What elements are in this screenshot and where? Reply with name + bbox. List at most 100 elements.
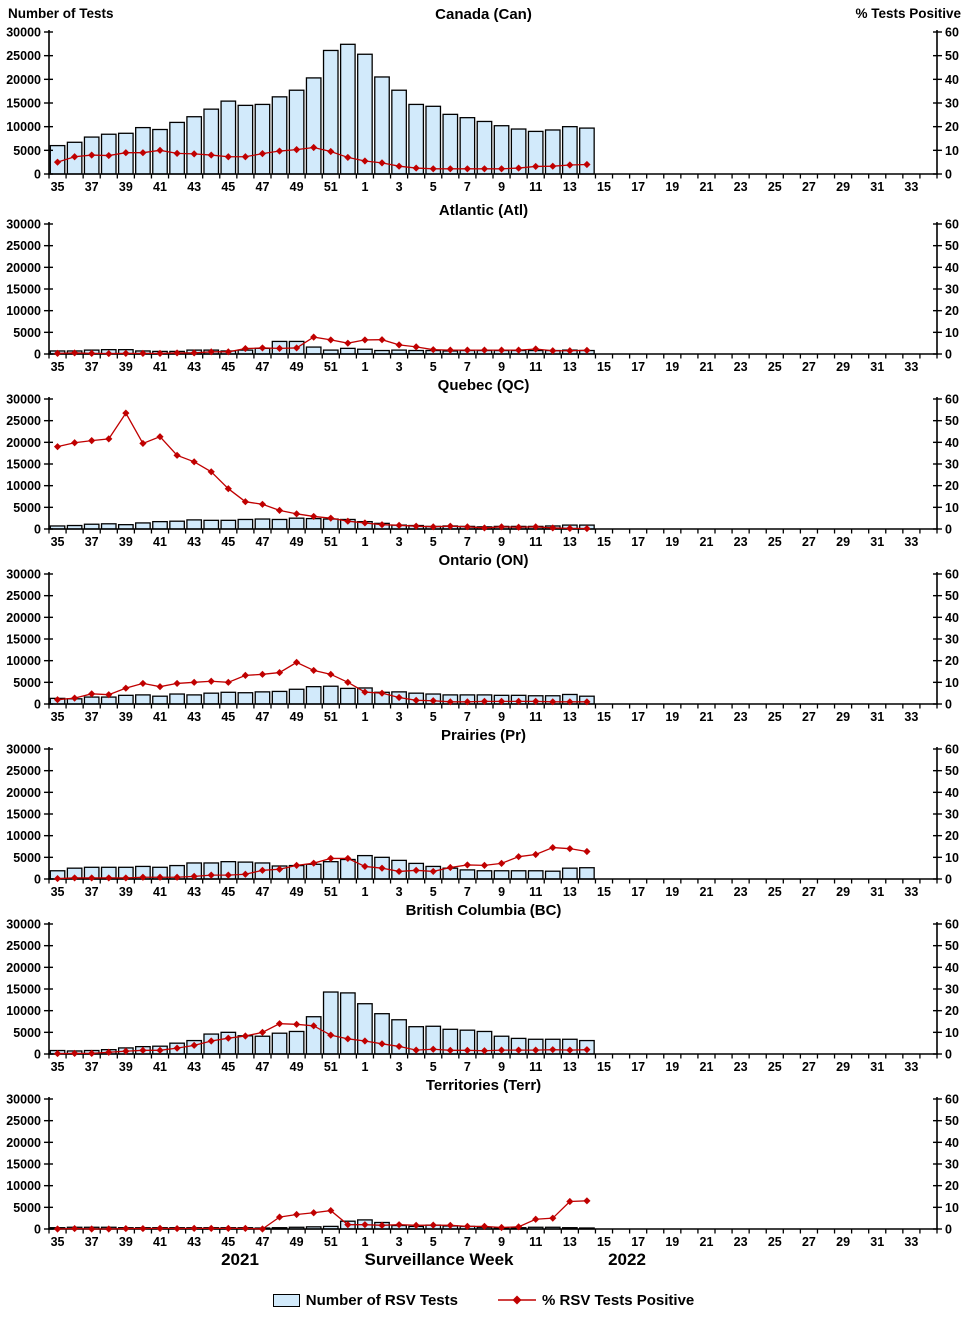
pct-positive-marker-week-46 <box>241 498 249 506</box>
pct-positive-marker-week-9 <box>497 1046 506 1054</box>
left-tick-label: 15000 <box>6 983 41 997</box>
week-label: 3 <box>396 535 403 546</box>
bar-week-43 <box>186 694 203 705</box>
x-axis-title: Surveillance Week <box>364 1250 514 1269</box>
week-label: 25 <box>768 180 782 194</box>
week-label: 49 <box>290 360 304 371</box>
pct-positive-marker-week-47 <box>258 670 267 678</box>
week-label: 47 <box>256 180 270 194</box>
pct-positive-marker-week-10 <box>515 523 523 531</box>
pct-positive-marker-week-40 <box>139 1224 147 1233</box>
pct-positive-marker-week-10 <box>515 1223 523 1231</box>
left-tick-label: 25000 <box>6 764 41 778</box>
right-tick-label: 0 <box>945 523 952 537</box>
week-label: 7 <box>464 535 471 546</box>
left-tick-label: 15000 <box>6 458 41 472</box>
pct-positive-marker-week-40 <box>139 149 147 157</box>
left-tick-label: 0 <box>34 523 41 537</box>
pct-positive-marker-week-6 <box>446 165 454 173</box>
week-label: 11 <box>529 710 542 721</box>
right-tick-label: 30 <box>945 97 959 111</box>
bar-week-42 <box>169 121 185 175</box>
week-label: 49 <box>290 1060 304 1071</box>
pct-positive-marker-week-11 <box>532 1046 540 1054</box>
bar-week-49 <box>288 89 305 175</box>
bar-week-44 <box>203 519 220 530</box>
week-label: 23 <box>734 1060 748 1071</box>
week-label: 37 <box>85 360 99 371</box>
pct-positive-marker-week-41 <box>156 873 164 881</box>
week-label: 9 <box>498 710 505 721</box>
pct-positive-marker-week-13 <box>566 845 574 853</box>
week-label: 33 <box>904 710 918 721</box>
chart-canvas-territories: 0 5000 10000 15000 20000 25000 30000 0 10 20 30 40 5… <box>6 1093 959 1247</box>
week-label: 37 <box>85 710 99 721</box>
right-tick-label: 20 <box>945 1179 959 1193</box>
week-label: 1 <box>361 180 368 194</box>
week-label: 3 <box>396 180 403 194</box>
left-tick-label: 25000 <box>6 1114 41 1128</box>
week-label: 33 <box>904 535 918 546</box>
pct-positive-marker-week-37 <box>88 349 96 357</box>
pct-positive-marker-week-14 <box>583 1046 591 1054</box>
week-label: 37 <box>85 885 99 896</box>
bar-week-50 <box>305 77 322 175</box>
bar-week-51 <box>322 49 339 175</box>
week-label: 47 <box>256 360 270 371</box>
pct-positive-marker-week-7 <box>463 165 471 173</box>
pct-positive-marker-week-52 <box>344 854 352 863</box>
bar-week-13 <box>561 867 578 880</box>
left-tick-label: 10000 <box>6 1004 41 1018</box>
pct-positive-marker-week-42 <box>173 1224 181 1233</box>
week-label: 35 <box>51 360 65 371</box>
week-label: 45 <box>221 360 235 371</box>
week-label: 43 <box>187 710 201 721</box>
week-label: 15 <box>597 710 611 721</box>
week-label: 7 <box>464 360 471 371</box>
bar-week-52 <box>339 347 356 355</box>
pct-positive-marker-week-10 <box>515 853 523 861</box>
pct-positive-marker-week-4 <box>412 866 420 874</box>
week-label: 17 <box>631 710 645 721</box>
pct-positive-marker-week-8 <box>480 524 489 532</box>
pct-positive-marker-week-46 <box>241 1224 249 1232</box>
panel-canada: 0 5000 10000 15000 20000 25000 30000 0 10 20 30 40 5… <box>0 26 967 196</box>
bar-week-9 <box>493 870 510 880</box>
week-label: 11 <box>529 535 542 546</box>
week-label: 39 <box>119 1060 133 1071</box>
week-label: 3 <box>396 885 403 896</box>
pct-positive-marker-week-12 <box>549 1214 557 1222</box>
week-label: 7 <box>464 885 471 896</box>
pct-positive-marker-week-48 <box>275 1020 284 1028</box>
pct-positive-marker-week-42 <box>173 149 181 158</box>
pct-positive-marker-week-46 <box>241 671 249 679</box>
week-label: 45 <box>221 1060 235 1071</box>
pct-positive-marker-week-36 <box>71 439 79 447</box>
right-tick-label: 40 <box>945 436 959 450</box>
pct-positive-marker-week-51 <box>327 336 335 344</box>
legend-bar-label: Number of RSV Tests <box>305 1291 458 1309</box>
pct-positive-marker-week-35 <box>53 158 62 166</box>
week-label: 33 <box>904 885 918 896</box>
left-tick-label: 5000 <box>13 851 41 865</box>
week-label: 11 <box>529 885 542 896</box>
pct-positive-marker-week-46 <box>241 153 249 161</box>
week-label: 3 <box>396 1060 403 1071</box>
pct-positive-marker-week-51 <box>327 1206 335 1215</box>
left-tick-label: 20000 <box>6 436 41 450</box>
week-label: 19 <box>665 180 679 194</box>
pct-positive-marker-week-4 <box>412 164 420 172</box>
week-label: 47 <box>256 710 270 721</box>
week-label: 15 <box>597 180 611 194</box>
right-tick-label: 10 <box>945 144 959 158</box>
left-tick-label: 15000 <box>6 97 41 111</box>
pct-positive-marker-week-9 <box>497 859 506 867</box>
week-label: 33 <box>904 180 918 194</box>
left-tick-label: 10000 <box>6 1179 41 1193</box>
bar-week-50 <box>305 686 322 705</box>
left-tick-label: 25000 <box>6 939 41 953</box>
pct-positive-marker-week-14 <box>583 160 591 169</box>
legend-item-positive: % RSV Tests Positive <box>497 1292 694 1309</box>
right-tick-label: 10 <box>945 676 959 690</box>
